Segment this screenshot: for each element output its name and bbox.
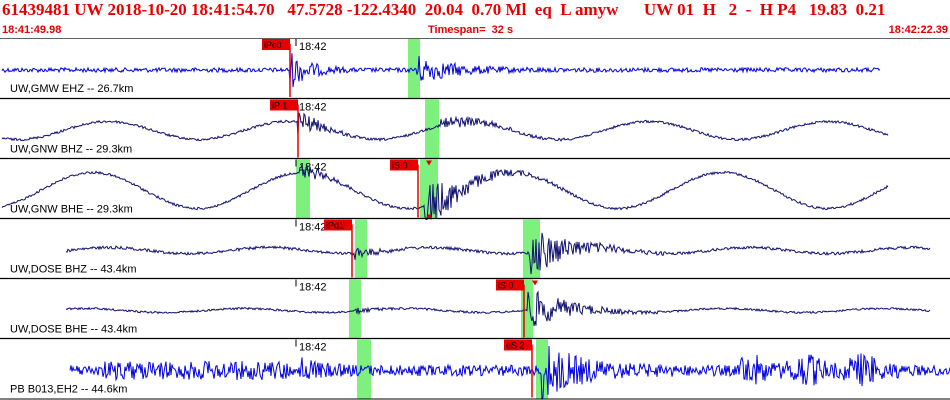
pick-label[interactable]: iS 0 [390,159,418,171]
pick-label-box [504,339,532,351]
station-label: UW,GNW BHZ -- 29.3km [10,144,132,156]
pick-label[interactable]: iP 1 [270,99,298,111]
pick-label[interactable]: iS 0 [496,279,524,291]
pick-label[interactable]: iPd1 [324,219,352,231]
waveform-trace [65,232,931,275]
trace-panel[interactable]: 18:42 iS 0 UW,DOSE BHE -- 43.4km [0,277,950,339]
waveform-trace [65,290,931,327]
trace-panel[interactable]: 18:42 iP 1 UW,GNW BHZ -- 29.3km [0,97,950,159]
pick-window [523,219,540,279]
pick-label-text: iPc0 [264,40,282,50]
pick-label-text: iS 0 [498,281,514,291]
waveform-trace [1,112,889,142]
waveform-trace [1,53,881,88]
station-label: UW,DOSE BHE -- 43.4km [10,324,137,336]
trace-panel[interactable]: 18:42 eS 2 PB B013,EH2 -- 44.6km [0,337,950,400]
pick-window [536,339,548,399]
waveform-trace [1,164,889,220]
pick-label-box [324,219,352,231]
pick-label-text: iP 1 [272,101,287,111]
pick-label-box [496,279,524,291]
pick-label-box [390,159,418,171]
pick-label-text: iS 0 [392,161,408,171]
seismogram-panels[interactable]: 18:42 iPc0 UW,GMW EHZ -- 26.7km 18:42 iP 1 UW… [0,38,950,400]
trace-panel[interactable]: 18:42 iPd1 UW,DOSE BHZ -- 43.4km [0,217,950,279]
pick-window [408,39,420,98]
end-time: 18:42:22.39 [888,24,948,36]
pick-arrow-icon [426,160,432,166]
trace-panel[interactable]: 18:42 iS 0UW,GNW BHE -- 29.3km [0,157,950,220]
station-label: UW,GNW BHE -- 29.3km [10,204,133,216]
pick-window [355,219,367,279]
minute-label: 18:42 [299,41,327,53]
start-time: 18:41:49.98 [2,24,62,36]
waveform-trace [69,345,950,400]
event-title: 61439481 UW 2018-10-20 18:41:54.70 47.57… [2,0,886,19]
pick-arrow-icon [532,280,538,286]
timespan: Timespan= 32 s [428,24,514,36]
trace-panel[interactable]: 18:42 iPc0 UW,GMW EHZ -- 26.7km [0,38,950,98]
pick-window [349,279,361,339]
pick-arrow-icon [426,213,432,219]
minute-label: 18:42 [299,222,327,234]
pick-label[interactable]: eS 2 [504,339,532,351]
pick-label-box [270,99,298,111]
station-label: PB B013,EH2 -- 44.6km [10,384,127,396]
pick-label-box [262,39,290,50]
pick-window [296,159,310,219]
minute-label: 18:42 [299,282,327,294]
minute-label: 18:42 [299,102,327,114]
header: 61439481 UW 2018-10-20 18:41:54.70 47.57… [0,0,950,38]
pick-label-text: eS 2 [506,341,525,351]
minute-label: 18:42 [299,342,327,354]
pick-label[interactable]: iPc0 [262,39,290,50]
station-label: UW,DOSE BHZ -- 43.4km [10,264,137,276]
station-label: UW,GMW EHZ -- 26.7km [10,83,133,95]
pick-label-text: iPd1 [326,221,344,231]
